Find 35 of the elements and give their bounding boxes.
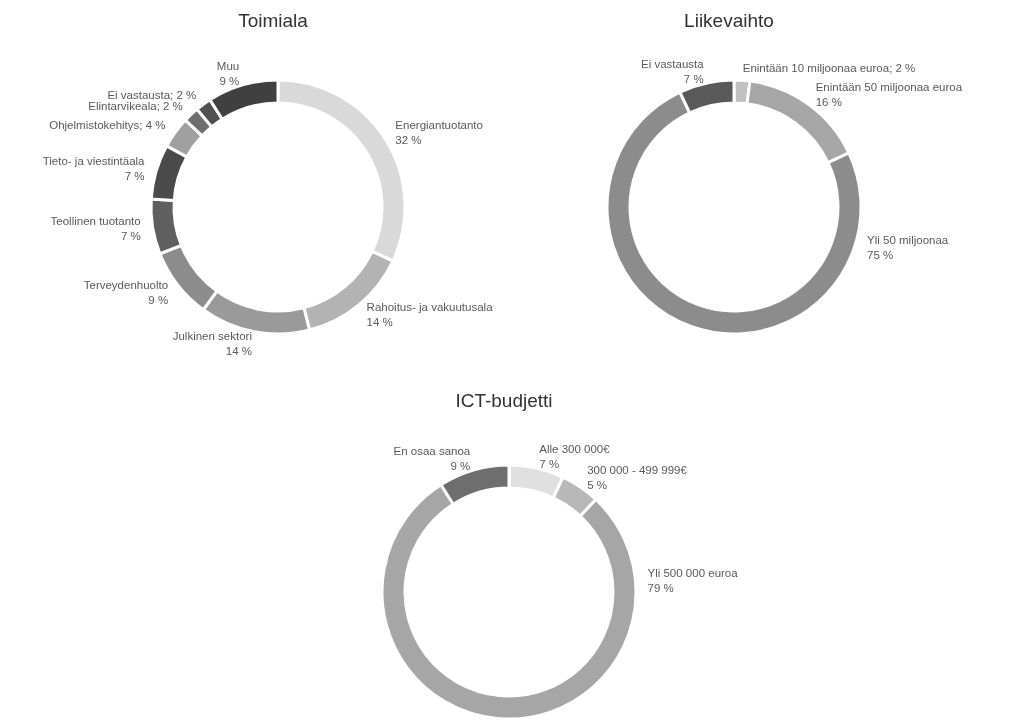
slice-label: Enintään 10 miljoonaa euroa; 2 %: [742, 62, 916, 75]
slice-label: Teollinen tuotanto: [50, 215, 141, 228]
data-label: 7 %: [539, 457, 560, 470]
slice-label: Muu: [216, 60, 240, 73]
slice-label: Julkinen sektori: [172, 330, 252, 343]
slice-label: Energiantuotanto: [395, 119, 483, 132]
slice-label: Terveydenhuolto: [83, 278, 169, 291]
data-label: 14 %: [366, 315, 393, 328]
data-label: 16 %: [815, 96, 842, 109]
data-label: 9 %: [450, 460, 471, 473]
data-label: 75 %: [867, 248, 894, 261]
chart-title: Liikevaihto: [683, 10, 775, 32]
slice-label: Tieto- ja viestintäala: [42, 154, 146, 167]
slice-label: Ohjelmistokehitys; 4 %: [49, 119, 166, 132]
chart-title: Toimiala: [237, 10, 309, 32]
slice-label: Yli 50 miljoonaa: [867, 233, 949, 246]
data-label: 32 %: [395, 134, 422, 147]
slice-label: Alle 300 000€: [539, 442, 611, 455]
data-label: 9 %: [148, 293, 169, 306]
data-label: 14 %: [225, 345, 252, 358]
slice-label: Rahoitus- ja vakuutusala: [366, 300, 494, 313]
chart-title: ICT-budjetti: [454, 390, 554, 412]
data-label: 7 %: [124, 169, 145, 182]
data-label: 5 %: [587, 478, 607, 491]
slice-label: 300 000 - 499 999€: [587, 463, 688, 476]
slice-label: Ei vastausta: [641, 57, 705, 70]
data-label: 9 %: [219, 75, 240, 88]
slice-label: En osaa sanoa: [393, 445, 471, 458]
data-label: 79 %: [647, 581, 674, 594]
slice-label: Ei vastausta; 2 %: [107, 88, 197, 101]
data-label: 7 %: [120, 230, 141, 243]
slice-label: Yli 500 000 euroa: [647, 566, 739, 579]
slice-label: Elintarvikeala; 2 %: [88, 99, 183, 112]
data-label: 7 %: [683, 72, 704, 85]
slice-label: Enintään 50 miljoonaa euroa: [815, 81, 963, 94]
